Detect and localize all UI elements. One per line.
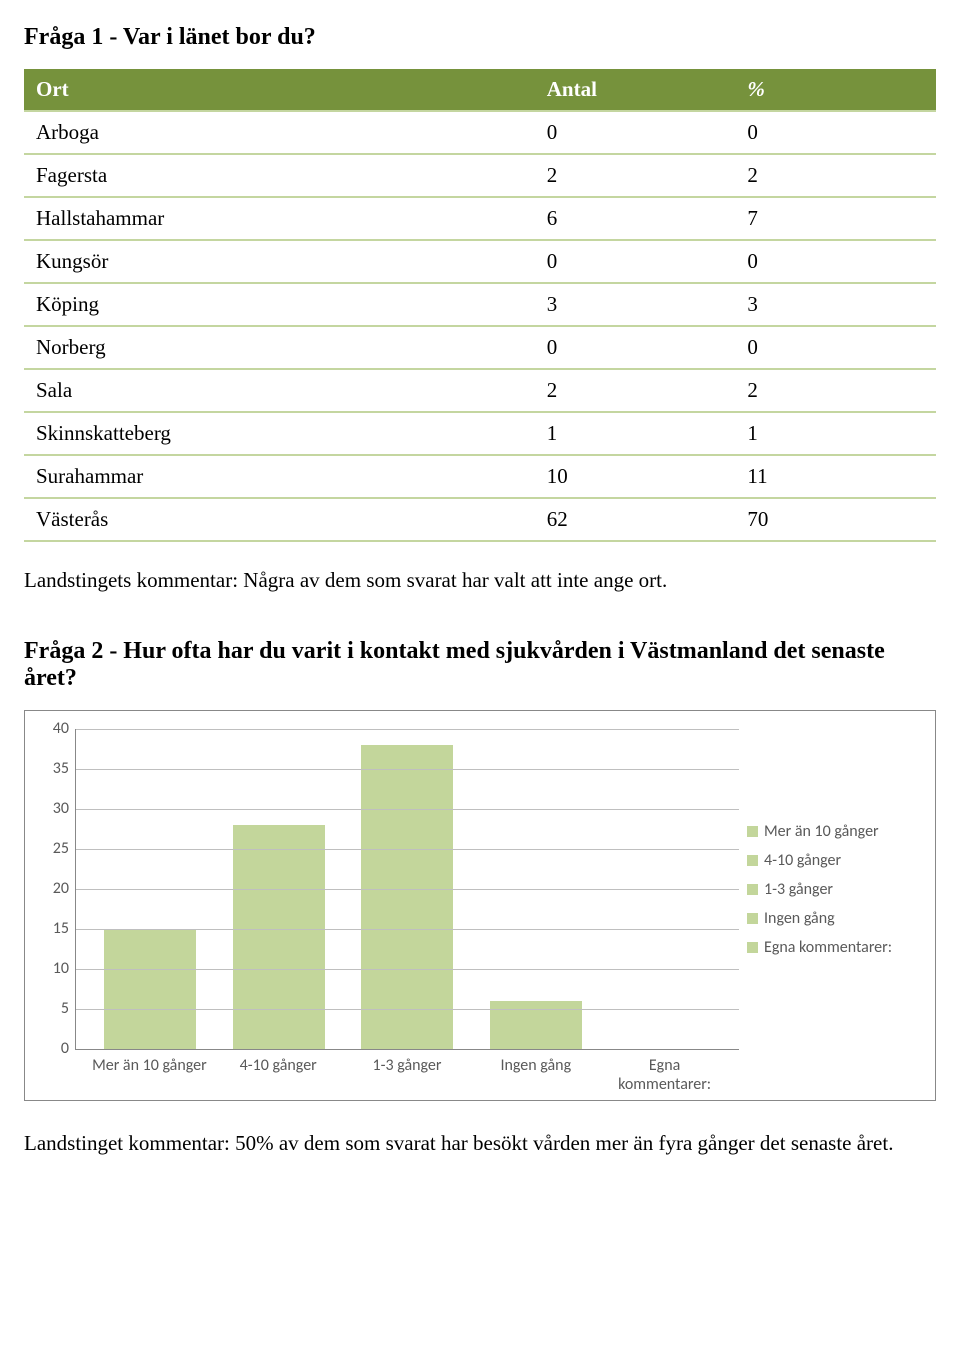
table-cell: 10: [535, 455, 736, 498]
table-cell: 70: [735, 498, 936, 541]
table-cell: Arboga: [24, 111, 535, 154]
table-cell: 2: [535, 369, 736, 412]
table-cell: 7: [735, 197, 936, 240]
col-percent: %: [735, 69, 936, 111]
table-row: Skinnskatteberg11: [24, 412, 936, 455]
table-cell: 0: [535, 326, 736, 369]
table-row: Kungsör00: [24, 240, 936, 283]
comment-1: Landstingets kommentar: Några av dem som…: [24, 566, 936, 594]
x-tick-label: Ingen gång: [476, 1056, 596, 1094]
table-cell: Skinnskatteberg: [24, 412, 535, 455]
legend-item: Mer än 10 gånger: [747, 822, 927, 841]
legend-swatch: [747, 826, 758, 837]
col-ort: Ort: [24, 69, 535, 111]
table-cell: 0: [735, 240, 936, 283]
table-row: Surahammar1011: [24, 455, 936, 498]
table-cell: Kungsör: [24, 240, 535, 283]
plot-area: [75, 729, 739, 1050]
question-1-title: Fråga 1 - Var i länet bor du?: [24, 24, 936, 51]
table-cell: 0: [535, 240, 736, 283]
table-cell: 1: [735, 412, 936, 455]
table-row: Fagersta22: [24, 154, 936, 197]
table-cell: 62: [535, 498, 736, 541]
legend-item: 4-10 gånger: [747, 851, 927, 870]
legend-swatch: [747, 913, 758, 924]
gridline: [76, 729, 739, 730]
x-tick-label: 4-10 gånger: [218, 1056, 338, 1094]
gridline: [76, 809, 739, 810]
bar: [104, 929, 196, 1049]
y-axis-ticks: 4035302520151050: [33, 729, 75, 1049]
table-cell: Fagersta: [24, 154, 535, 197]
question-2-title: Fråga 2 - Hur ofta har du varit i kontak…: [24, 638, 936, 692]
gridline: [76, 929, 739, 930]
legend-label: Egna kommentarer:: [764, 938, 892, 957]
legend-item: Ingen gång: [747, 909, 927, 928]
legend-item: 1-3 gånger: [747, 880, 927, 899]
table-row: Hallstahammar67: [24, 197, 936, 240]
chart-legend: Mer än 10 gånger 4-10 gånger 1-3 gånger Ing…: [739, 729, 927, 1050]
table-cell: Surahammar: [24, 455, 535, 498]
frequency-chart: 4035302520151050 Mer än 10 gånger4-10 gå…: [24, 710, 936, 1101]
comment-2: Landstinget kommentar: 50% av dem som sv…: [24, 1129, 936, 1157]
table-cell: 0: [535, 111, 736, 154]
table-cell: 0: [735, 326, 936, 369]
gridline: [76, 889, 739, 890]
table-cell: 2: [535, 154, 736, 197]
gridline: [76, 969, 739, 970]
table-cell: 1: [535, 412, 736, 455]
legend-swatch: [747, 942, 758, 953]
table-cell: 2: [735, 154, 936, 197]
location-table: Ort Antal % Arboga00Fagersta22Hallstaham…: [24, 69, 936, 542]
table-cell: Västerås: [24, 498, 535, 541]
table-cell: Norberg: [24, 326, 535, 369]
table-cell: 11: [735, 455, 936, 498]
legend-label: 4-10 gånger: [764, 851, 841, 870]
gridline: [76, 1009, 739, 1010]
bar: [233, 825, 325, 1049]
table-cell: Hallstahammar: [24, 197, 535, 240]
gridline: [76, 769, 739, 770]
col-antal: Antal: [535, 69, 736, 111]
table-cell: 3: [735, 283, 936, 326]
table-row: Köping33: [24, 283, 936, 326]
legend-swatch: [747, 884, 758, 895]
legend-label: Ingen gång: [764, 909, 835, 928]
x-tick-label: Egna kommentarer:: [605, 1056, 725, 1094]
table-cell: 2: [735, 369, 936, 412]
table-row: Norberg00: [24, 326, 936, 369]
x-tick-label: Mer än 10 gånger: [89, 1056, 209, 1094]
legend-item: Egna kommentarer:: [747, 938, 927, 957]
table-cell: 0: [735, 111, 936, 154]
table-cell: 6: [535, 197, 736, 240]
table-cell: 3: [535, 283, 736, 326]
table-row: Västerås6270: [24, 498, 936, 541]
table-cell: Sala: [24, 369, 535, 412]
legend-label: 1-3 gånger: [764, 880, 833, 899]
table-row: Arboga00: [24, 111, 936, 154]
x-tick-label: 1-3 gånger: [347, 1056, 467, 1094]
table-row: Sala22: [24, 369, 936, 412]
legend-label: Mer än 10 gånger: [764, 822, 879, 841]
bar: [361, 745, 453, 1049]
table-cell: Köping: [24, 283, 535, 326]
legend-swatch: [747, 855, 758, 866]
gridline: [76, 849, 739, 850]
x-axis-labels: Mer än 10 gånger4-10 gånger1-3 gångerIng…: [75, 1050, 739, 1094]
